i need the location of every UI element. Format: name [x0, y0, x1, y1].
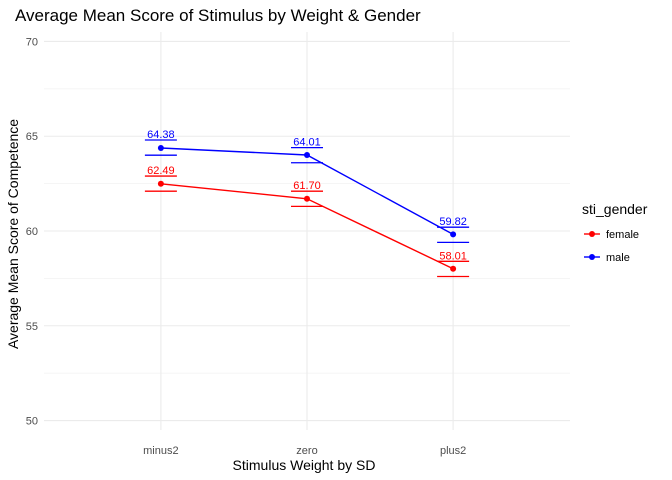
data-label: 62.49 — [147, 165, 175, 177]
major-gridlines — [44, 32, 570, 430]
x-axis-title: Stimulus Weight by SD — [233, 457, 376, 473]
legend: sti_gender female male — [582, 201, 648, 264]
x-tick-label: minus2 — [143, 445, 178, 457]
data-point — [450, 265, 457, 272]
data-label: 61.70 — [293, 180, 321, 192]
y-axis-title: Average Mean Score of Competence — [5, 119, 21, 349]
data-point — [304, 152, 310, 159]
y-tick-label: 50 — [26, 416, 38, 428]
chart-title: Average Mean Score of Stimulus by Weight… — [15, 6, 421, 25]
x-tick-label: plus2 — [440, 445, 466, 457]
series-layer: 62.49 61.70 58.01 64.38 64.01 59.82 — [144, 129, 470, 278]
legend-item-male: male — [584, 252, 630, 264]
y-tick-label: 65 — [26, 131, 38, 143]
data-point — [157, 180, 164, 187]
data-label: 64.38 — [147, 129, 175, 141]
data-point — [450, 231, 457, 238]
legend-title: sti_gender — [582, 201, 648, 217]
x-tick-label: zero — [296, 445, 317, 457]
legend-label: female — [606, 229, 639, 241]
data-label: 58.01 — [439, 250, 467, 262]
data-point — [157, 144, 164, 151]
y-tick-label: 60 — [26, 226, 38, 238]
y-tick-label: 55 — [26, 321, 38, 333]
series-male: 64.38 64.01 59.82 — [144, 129, 470, 244]
data-point — [304, 195, 310, 202]
data-label: 64.01 — [293, 137, 321, 149]
legend-label: male — [606, 252, 630, 264]
y-axis-ticks: 50 55 60 65 70 — [26, 36, 38, 427]
legend-item-female: female — [584, 229, 639, 241]
legend-key-point — [589, 254, 595, 260]
legend-key-point — [589, 231, 595, 237]
data-label: 59.82 — [439, 216, 467, 228]
y-tick-label: 70 — [26, 36, 38, 48]
series-female: 62.49 61.70 58.01 — [144, 165, 470, 278]
x-axis-ticks: minus2 zero plus2 — [143, 445, 466, 457]
